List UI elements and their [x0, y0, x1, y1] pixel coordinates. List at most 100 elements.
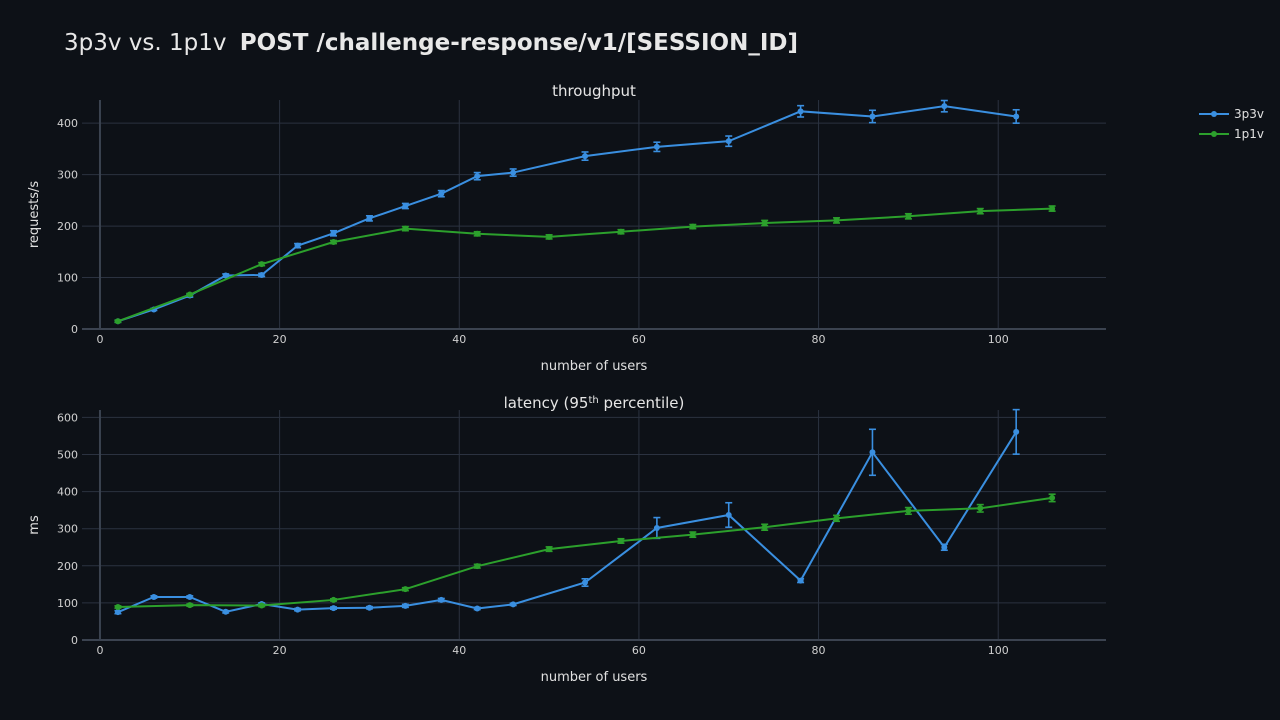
data-point[interactable]	[114, 609, 121, 616]
data-point[interactable]	[186, 593, 193, 600]
data-point[interactable]	[222, 608, 229, 615]
x-tick-label: 0	[96, 644, 103, 657]
data-point[interactable]	[546, 546, 553, 553]
y-tick-label: 0	[71, 634, 78, 647]
data-point[interactable]	[258, 261, 265, 268]
y-tick-label: 100	[57, 272, 78, 285]
data-point[interactable]	[402, 225, 409, 232]
data-point[interactable]	[510, 169, 517, 176]
x-tick-label: 40	[452, 644, 466, 657]
data-point[interactable]	[438, 596, 445, 603]
x-tick-label: 80	[812, 644, 826, 657]
data-point[interactable]	[869, 113, 876, 120]
data-point[interactable]	[797, 108, 804, 115]
data-point[interactable]	[258, 602, 265, 609]
data-point[interactable]	[905, 507, 912, 514]
data-point[interactable]	[438, 190, 445, 197]
y-axis-title: requests/s	[27, 181, 42, 249]
data-point[interactable]	[977, 208, 984, 215]
legend-item-1p1v[interactable]: 1p1v	[1199, 127, 1264, 141]
data-point[interactable]	[653, 143, 660, 150]
data-point[interactable]	[582, 153, 589, 160]
x-tick-label: 100	[988, 333, 1009, 346]
series-line	[117, 207, 1053, 323]
data-point[interactable]	[258, 271, 265, 278]
data-point[interactable]	[402, 203, 409, 210]
data-point[interactable]	[294, 606, 301, 613]
data-point[interactable]	[617, 537, 624, 544]
data-point[interactable]	[689, 531, 696, 538]
y-tick-label: 400	[57, 117, 78, 130]
data-point[interactable]	[474, 605, 481, 612]
series-3p3v	[114, 99, 1020, 325]
data-point[interactable]	[474, 173, 481, 180]
panel-0: 0 100 200 300 400 0 20 40 60 80 100 throughput numbe…	[27, 82, 1106, 374]
main-title-prefix: 3p3v vs. 1p1v	[64, 30, 226, 56]
x-axis-title: number of users	[541, 670, 648, 685]
data-point[interactable]	[114, 318, 121, 325]
data-point[interactable]	[330, 239, 337, 246]
x-tick-label: 40	[452, 333, 466, 346]
data-point[interactable]	[330, 605, 337, 612]
data-point[interactable]	[402, 602, 409, 609]
data-point[interactable]	[186, 602, 193, 609]
data-point[interactable]	[150, 593, 157, 600]
data-point[interactable]	[330, 230, 337, 237]
data-point[interactable]	[330, 596, 337, 603]
data-point[interactable]	[402, 586, 409, 593]
panel-title-suffix: percentile)	[599, 394, 685, 412]
data-point[interactable]	[222, 272, 229, 279]
data-point[interactable]	[869, 449, 876, 456]
y-tick-label: 300	[57, 523, 78, 536]
data-point[interactable]	[114, 603, 121, 610]
data-point[interactable]	[1013, 428, 1020, 435]
data-point[interactable]	[941, 103, 948, 110]
data-point[interactable]	[905, 213, 912, 220]
series-line	[117, 431, 1018, 614]
data-point[interactable]	[1049, 494, 1056, 501]
data-point[interactable]	[761, 524, 768, 531]
data-point[interactable]	[725, 511, 732, 518]
data-point[interactable]	[833, 217, 840, 224]
data-point[interactable]	[617, 228, 624, 235]
x-tick-label: 20	[273, 333, 287, 346]
panel-title-text: latency (95	[504, 394, 589, 412]
data-point[interactable]	[689, 223, 696, 230]
data-point[interactable]	[797, 577, 804, 584]
series-line	[117, 496, 1053, 608]
legend-item-3p3v[interactable]: 3p3v	[1199, 107, 1264, 121]
data-point[interactable]	[582, 579, 589, 586]
data-point[interactable]	[761, 219, 768, 226]
data-point[interactable]	[366, 604, 373, 611]
legend-label: 3p3v	[1234, 107, 1264, 121]
data-point[interactable]	[510, 601, 517, 608]
data-point[interactable]	[977, 505, 984, 512]
y-tick-label: 200	[57, 220, 78, 233]
data-point[interactable]	[474, 563, 481, 570]
series-1p1v	[114, 493, 1056, 610]
legend-marker	[1211, 131, 1217, 137]
data-point[interactable]	[294, 242, 301, 249]
data-point[interactable]	[833, 515, 840, 522]
data-point[interactable]	[725, 138, 732, 145]
series-1p1v	[114, 205, 1056, 325]
data-point[interactable]	[366, 215, 373, 222]
data-point[interactable]	[1049, 205, 1056, 212]
data-point[interactable]	[186, 291, 193, 298]
y-tick-label: 200	[57, 560, 78, 573]
x-tick-label: 60	[632, 644, 646, 657]
legend-label: 1p1v	[1234, 127, 1264, 141]
data-point[interactable]	[474, 230, 481, 237]
data-point[interactable]	[546, 233, 553, 240]
main-title-endpoint: POST /challenge-response/v1/[SESSION_ID]	[240, 30, 798, 56]
legend[interactable]: 3p3v 1p1v	[1199, 107, 1264, 141]
y-tick-label: 0	[71, 323, 78, 336]
x-tick-label: 100	[988, 644, 1009, 657]
data-point[interactable]	[1013, 113, 1020, 120]
y-axis-title: ms	[27, 515, 42, 535]
data-point[interactable]	[941, 544, 948, 551]
data-point[interactable]	[653, 524, 660, 531]
y-tick-label: 300	[57, 169, 78, 182]
panel-title-superscript: th	[588, 395, 598, 406]
